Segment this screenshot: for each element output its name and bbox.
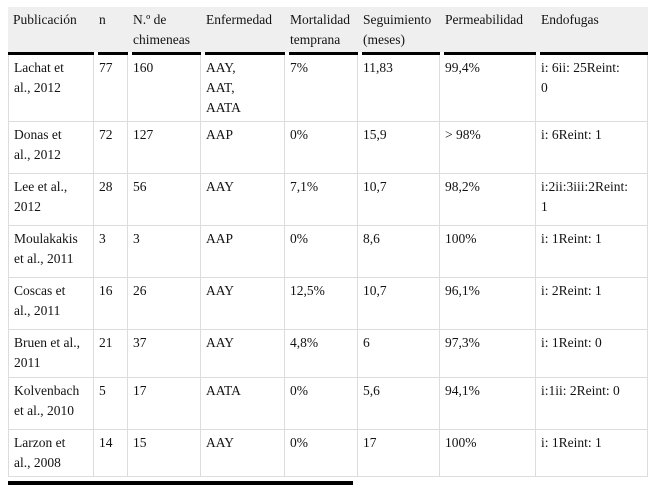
cell-seguimiento: 10,7: [358, 278, 440, 330]
cell-chimeneas: 160: [128, 55, 201, 122]
cell-endofugas: i: 1Reint: 1: [536, 430, 648, 477]
table-row: Moulakakis et al., 2011 3 3 AAP 0% 8,6 1…: [8, 226, 648, 278]
cell-enfermedad: AATA: [201, 378, 285, 430]
cell-seguimiento: 8,6: [358, 226, 440, 278]
header-mortalidad: Mortalidad temprana: [285, 7, 358, 52]
header-permeabilidad: Permeabilidad: [440, 7, 536, 52]
cell-mortalidad: 7,1%: [285, 174, 358, 226]
cell-publicacion: Kolvenbach et al., 2010: [8, 378, 94, 430]
cell-enfermedad: AAP: [201, 122, 285, 174]
cell-mortalidad: 0%: [285, 430, 358, 477]
cell-seguimiento: 17: [358, 430, 440, 477]
cell-enfermedad: AAY: [201, 174, 285, 226]
cell-chimeneas: 26: [128, 278, 201, 330]
cell-mortalidad: 0%: [285, 122, 358, 174]
table-row: Lee et al., 2012 28 56 AAY 7,1% 10,7 98,…: [8, 174, 648, 226]
cell-permeabilidad: 100%: [440, 430, 536, 477]
cell-chimeneas: 56: [128, 174, 201, 226]
cell-publicacion: Lee et al., 2012: [8, 174, 94, 226]
cell-n: 28: [94, 174, 128, 226]
cell-enfermedad: AAY: [201, 278, 285, 330]
cell-seguimiento: 11,83: [358, 55, 440, 122]
publications-table: Publicación n N.º de chimeneas Enfermeda…: [8, 7, 648, 477]
cell-permeabilidad: 94,1%: [440, 378, 536, 430]
cell-seguimiento: 5,6: [358, 378, 440, 430]
cell-endofugas: i: 2Reint: 1: [536, 278, 648, 330]
cell-publicacion: Donas et al., 2012: [8, 122, 94, 174]
cell-publicacion: Larzon et al., 2008: [8, 430, 94, 477]
cell-permeabilidad: 96,1%: [440, 278, 536, 330]
cell-chimeneas: 127: [128, 122, 201, 174]
table-row: Kolvenbach et al., 2010 5 17 AATA 0% 5,6…: [8, 378, 648, 430]
cell-endofugas: i: 1Reint: 1: [536, 226, 648, 278]
table-row: Bruen et al., 2011 21 37 AAY 4,8% 6 97,3…: [8, 330, 648, 378]
cell-n: 21: [94, 330, 128, 378]
cell-seguimiento: 6: [358, 330, 440, 378]
cell-seguimiento: 15,9: [358, 122, 440, 174]
table-row: Larzon et al., 2008 14 15 AAY 0% 17 100%…: [8, 430, 648, 477]
cell-permeabilidad: 97,3%: [440, 330, 536, 378]
cell-permeabilidad: 98,2%: [440, 174, 536, 226]
header-n: n: [94, 7, 128, 52]
table-row: Lachat et al., 2012 77 160 AAY, AAT, AAT…: [8, 55, 648, 122]
header-enfermedad: Enfermedad: [201, 7, 285, 52]
cell-permeabilidad: > 98%: [440, 122, 536, 174]
header-seguimiento: Seguimiento (meses): [358, 7, 440, 52]
cell-endofugas: i:1ii: 2Reint: 0: [536, 378, 648, 430]
cell-seguimiento: 10,7: [358, 174, 440, 226]
header-thick-rule: [8, 52, 648, 55]
cell-permeabilidad: 99,4%: [440, 55, 536, 122]
header-chimeneas: N.º de chimeneas: [128, 7, 201, 52]
cell-n: 14: [94, 430, 128, 477]
cell-endofugas: i: 6Reint: 1: [536, 122, 648, 174]
cell-mortalidad: 0%: [285, 378, 358, 430]
cell-mortalidad: 0%: [285, 226, 358, 278]
header-endofugas: Endofugas: [536, 7, 648, 52]
cell-n: 16: [94, 278, 128, 330]
cell-publicacion: Lachat et al., 2012: [8, 55, 94, 122]
cell-publicacion: Coscas et al., 2011: [8, 278, 94, 330]
cell-n: 77: [94, 55, 128, 122]
cell-publicacion: Bruen et al., 2011: [8, 330, 94, 378]
cell-chimeneas: 17: [128, 378, 201, 430]
cell-permeabilidad: 100%: [440, 226, 536, 278]
cell-enfermedad: AAY: [201, 430, 285, 477]
cell-chimeneas: 15: [128, 430, 201, 477]
table-header-row: Publicación n N.º de chimeneas Enfermeda…: [8, 7, 648, 52]
cell-n: 5: [94, 378, 128, 430]
cell-publicacion: Moulakakis et al., 2011: [8, 226, 94, 278]
table-row: Donas et al., 2012 72 127 AAP 0% 15,9 > …: [8, 122, 648, 174]
cell-enfermedad: AAY, AAT, AATA: [201, 55, 285, 122]
header-publicacion: Publicación: [8, 7, 94, 52]
cell-chimeneas: 37: [128, 330, 201, 378]
table-row: Coscas et al., 2011 16 26 AAY 12,5% 10,7…: [8, 278, 648, 330]
cell-n: 3: [94, 226, 128, 278]
cell-mortalidad: 4,8%: [285, 330, 358, 378]
cell-enfermedad: AAY: [201, 330, 285, 378]
cell-n: 72: [94, 122, 128, 174]
cell-endofugas: i: 1Reint: 0: [536, 330, 648, 378]
cell-endofugas: i:2ii:3iii:2Reint: 1: [536, 174, 648, 226]
table-bottom-rule: [8, 481, 353, 485]
cell-mortalidad: 7%: [285, 55, 358, 122]
cell-endofugas: i: 6ii: 25Reint: 0: [536, 55, 648, 122]
cell-chimeneas: 3: [128, 226, 201, 278]
cell-mortalidad: 12,5%: [285, 278, 358, 330]
cell-enfermedad: AAP: [201, 226, 285, 278]
